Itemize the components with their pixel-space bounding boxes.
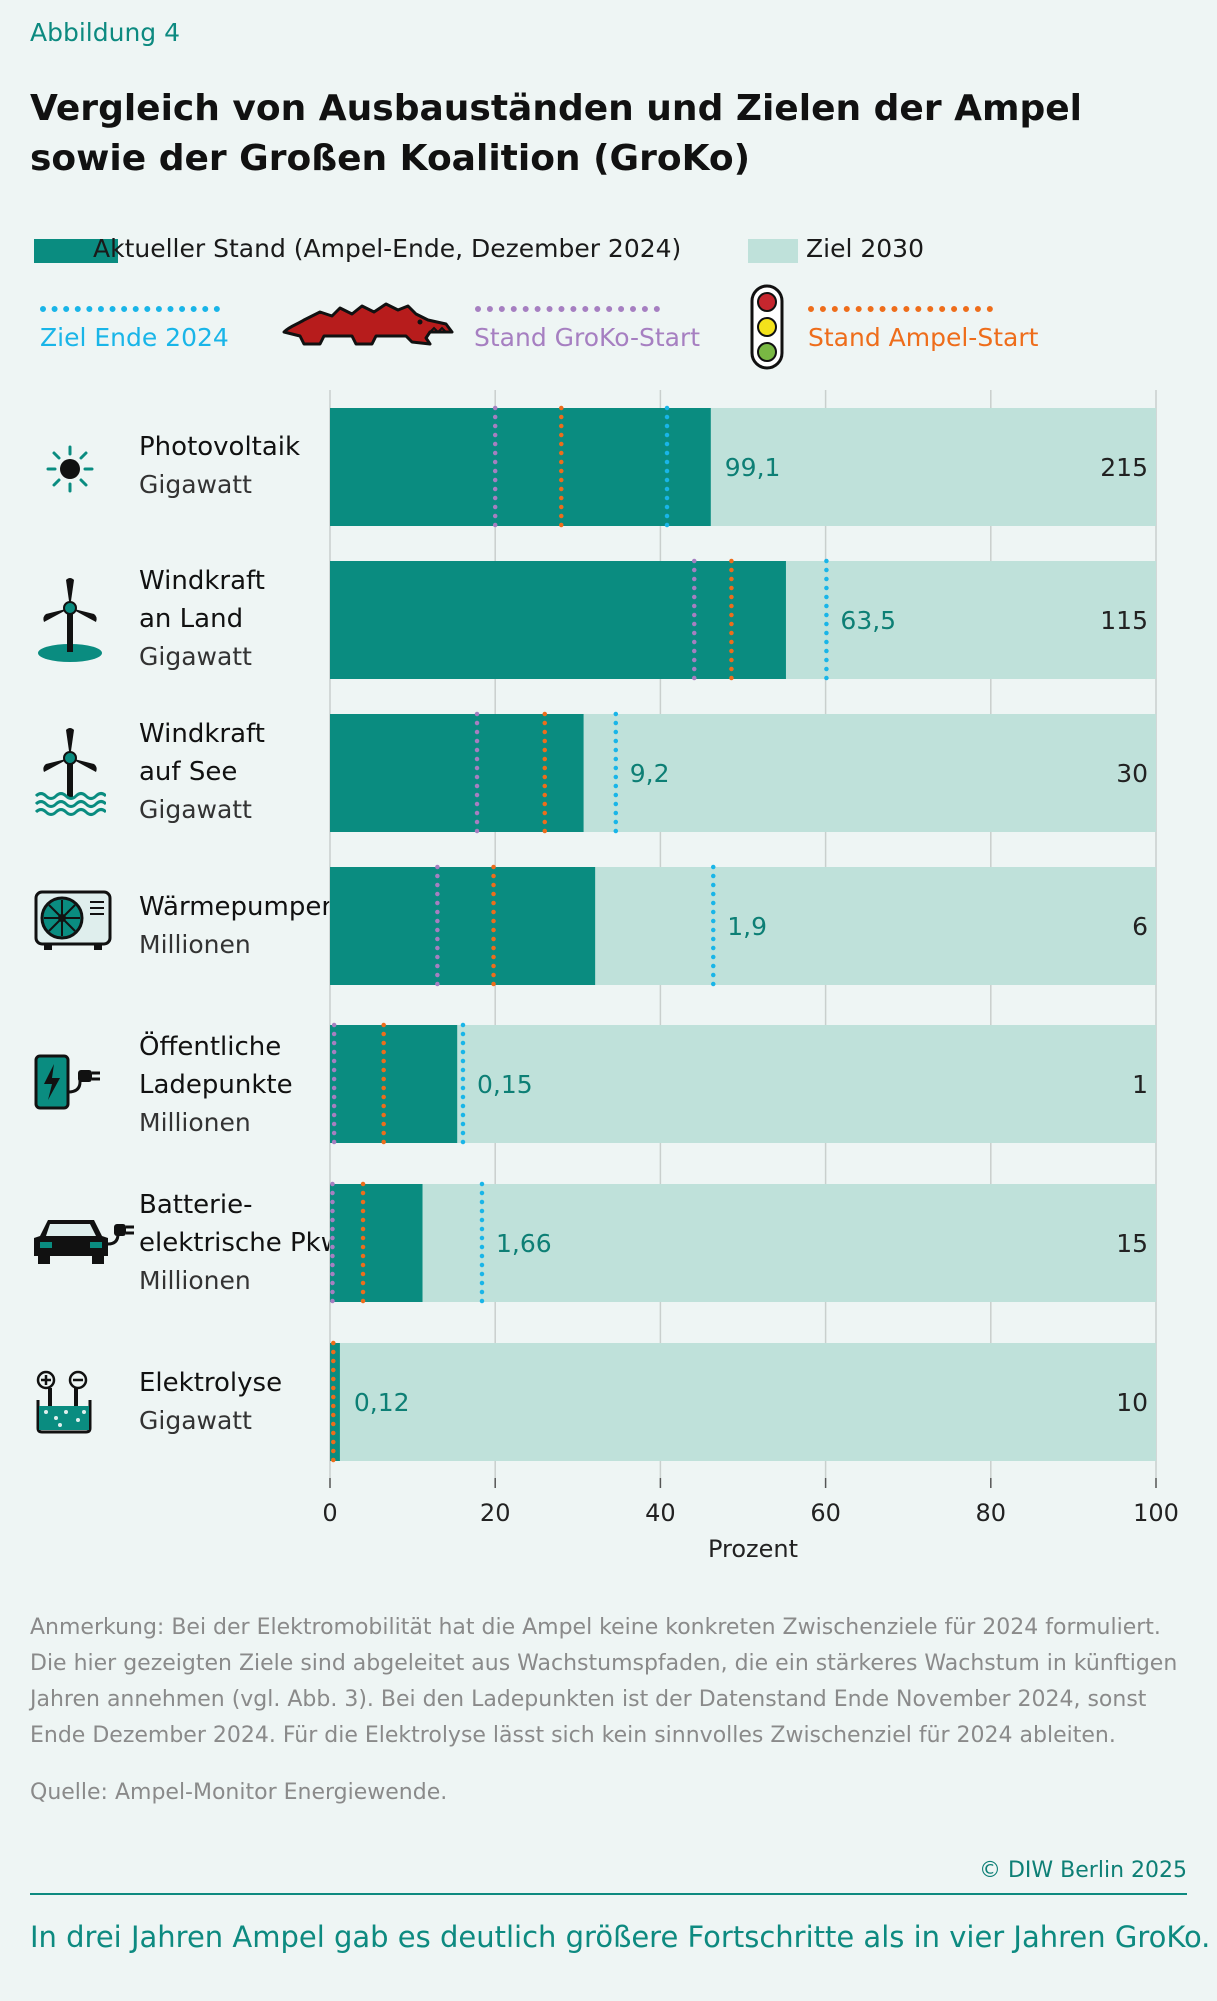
category-name-line: Ladepunkte [139,1070,293,1100]
bar-target [330,1343,1156,1461]
wind-turbine-icon [38,578,102,662]
legend-line-ampel [808,306,993,312]
value-label: 63,5 [840,606,896,635]
electrolysis-icon [36,1370,92,1434]
charging-station-icon [34,1054,100,1110]
bar-current [330,1025,458,1143]
tick-label: 20 [480,1499,511,1527]
value-label: 1,9 [727,912,767,941]
tick-label: 0 [322,1499,337,1527]
chart-source: Quelle: Ampel-Monitor Energiewende. [30,1780,448,1805]
category-label-windkraft-see: Windkraft auf See Gigawatt [139,715,265,829]
crocodile-icon [282,302,454,346]
tick-label: 40 [645,1499,676,1527]
bar-current [330,1184,423,1302]
electric-car-icon [34,1220,134,1264]
legend-label-current: Aktueller Stand (Ampel-Ende, Dezember 20… [93,234,682,263]
value-label: 9,2 [630,759,670,788]
legend-swatch-target [748,239,798,263]
category-name-line: Windkraft [139,566,265,596]
target-label: 15 [1116,1229,1148,1258]
x-axis-title: Prozent [708,1535,798,1563]
category-name-line: Photovoltaik [139,432,301,462]
bar-current [330,714,584,832]
tick-label: 80 [976,1499,1007,1527]
legend-label-goal2024: Ziel Ende 2024 [40,323,229,352]
target-label: 1 [1132,1070,1148,1099]
category-name-line: elektrische Pkw [139,1228,342,1258]
tick-label: 60 [810,1499,841,1527]
target-label: 215 [1100,453,1148,482]
bar-current [330,408,711,526]
heat-pump-icon [34,890,112,950]
bar-current [330,867,596,985]
sun-icon [46,445,94,493]
value-label: 0,15 [477,1070,533,1099]
footer-divider [30,1893,1187,1895]
category-name-line: auf See [139,757,238,787]
category-label-photovoltaik: Photovoltaik Gigawatt [139,428,300,504]
category-name-line: Batterie- [139,1190,253,1220]
bar-current [330,1343,340,1461]
bar-target [330,1025,1156,1143]
legend-label-ampel: Stand Ampel-Start [808,323,1039,352]
chart-note: Anmerkung: Bei der Elektromobilität hat … [30,1615,1178,1748]
key-takeaway: In drei Jahren Ampel gab es deutlich grö… [30,1920,1211,1954]
category-unit: Millionen [139,1266,251,1295]
bar-current [330,561,786,679]
target-label: 115 [1100,606,1148,635]
bar-chart: 99,1 215 63,5 115 9,2 30 1,9 6 0,15 1 1,66 15 0,12 10… [322,390,1179,1563]
category-unit: Gigawatt [139,470,252,499]
figure-label: Abbildung 4 [30,18,181,47]
offshore-wind-icon [34,728,106,816]
category-name-line: Windkraft [139,719,265,749]
legend-line-groko [475,306,660,312]
category-unit: Millionen [139,930,251,959]
bar-target [330,1184,1156,1302]
value-label: 0,12 [354,1388,410,1417]
value-label: 1,66 [496,1229,552,1258]
target-label: 6 [1132,912,1148,941]
category-name-line: Wärmepumpen [139,892,338,922]
value-label: 99,1 [725,453,781,482]
legend-swatch-current [34,239,118,263]
legend-label-target: Ziel 2030 [806,234,924,263]
category-label-pkw: Batterie- elektrische Pkw Millionen [139,1186,342,1300]
category-label-windkraft-land: Windkraft an Land Gigawatt [139,562,265,676]
chart-title: Vergleich von Ausbauständen und Zielen d… [30,88,1083,179]
target-label: 30 [1116,759,1148,788]
category-label-elektrolyse: Elektrolyse Gigawatt [139,1364,282,1440]
category-unit: Gigawatt [139,642,252,671]
category-label-ladepunkte: Öffentliche Ladepunkte Millionen [139,1028,293,1142]
legend-label-groko: Stand GroKo-Start [474,323,701,352]
category-unit: Gigawatt [139,795,252,824]
category-name-line: Elektrolyse [139,1368,283,1398]
category-name-line: Öffentliche [139,1032,282,1062]
category-label-waermepumpen: Wärmepumpen Millionen [139,888,338,964]
category-unit: Gigawatt [139,1406,252,1435]
category-name-line: an Land [139,604,244,634]
tick-label: 100 [1133,1499,1179,1527]
legend-line-goal2024 [40,306,220,312]
category-unit: Millionen [139,1108,251,1137]
traffic-light-icon [750,284,784,370]
target-label: 10 [1116,1388,1148,1417]
copyright: © DIW Berlin 2025 [979,1858,1187,1883]
